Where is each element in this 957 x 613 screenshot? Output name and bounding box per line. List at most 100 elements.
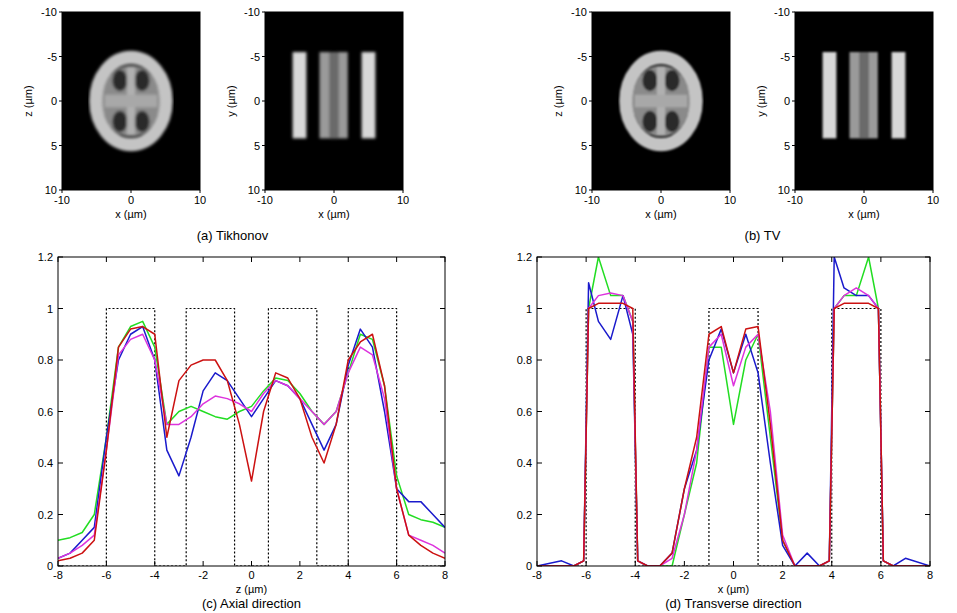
x-tick bbox=[831, 561, 832, 566]
x-tick bbox=[586, 257, 587, 262]
y-tick bbox=[440, 257, 445, 258]
image-background bbox=[592, 12, 730, 190]
y-tick bbox=[440, 463, 445, 464]
bright-band bbox=[105, 95, 157, 107]
x-tick bbox=[299, 257, 300, 262]
ring-interior bbox=[102, 65, 160, 136]
y-tick bbox=[925, 514, 930, 515]
dark-spot bbox=[134, 111, 149, 132]
plot-lines bbox=[537, 257, 930, 566]
plot-background bbox=[58, 257, 445, 566]
y-tick-label: -10 bbox=[571, 6, 587, 18]
x-tick bbox=[733, 257, 734, 262]
x-tick bbox=[348, 561, 349, 566]
series-line bbox=[537, 309, 930, 567]
y-tick-label: 0.4 bbox=[38, 457, 53, 469]
x-tick bbox=[403, 190, 404, 193]
y-tick bbox=[58, 514, 63, 515]
bar bbox=[850, 52, 878, 138]
y-tick-label: -10 bbox=[774, 6, 790, 18]
series-line bbox=[537, 257, 930, 566]
y-tick bbox=[589, 12, 592, 13]
y-tick-label: 10 bbox=[248, 184, 260, 196]
x-tick-label: -2 bbox=[679, 569, 689, 581]
y-tick bbox=[537, 463, 542, 464]
y-tick-label: 10 bbox=[778, 184, 790, 196]
x-tick bbox=[106, 561, 107, 566]
bright-band bbox=[635, 95, 687, 107]
y-tick bbox=[58, 463, 63, 464]
x-tick bbox=[251, 561, 252, 566]
x-tick bbox=[58, 257, 59, 262]
x-tick-label: 10 bbox=[194, 194, 206, 206]
image-content bbox=[626, 57, 696, 144]
x-tick bbox=[154, 561, 155, 566]
x-tick bbox=[131, 190, 132, 193]
y-tick bbox=[792, 56, 795, 57]
y-tick bbox=[58, 411, 63, 412]
x-tick-label: 4 bbox=[829, 569, 835, 581]
bar bbox=[892, 52, 906, 138]
y-tick bbox=[589, 56, 592, 57]
y-tick bbox=[440, 566, 445, 567]
bar bbox=[320, 52, 348, 138]
y-tick bbox=[925, 257, 930, 258]
bar bbox=[362, 52, 376, 138]
x-tick bbox=[203, 257, 204, 262]
x-tick bbox=[203, 561, 204, 566]
x-tick-label: -6 bbox=[581, 569, 591, 581]
y-tick-label: -5 bbox=[780, 51, 790, 63]
bar bbox=[293, 52, 307, 138]
x-axis-title: x (µm) bbox=[318, 208, 349, 220]
y-tick-label: 5 bbox=[254, 140, 260, 152]
y-tick-label: 0 bbox=[254, 95, 260, 107]
y-tick bbox=[925, 411, 930, 412]
y-tick-label: 0.6 bbox=[38, 406, 53, 418]
y-tick-label: 5 bbox=[784, 140, 790, 152]
x-tick-label: -8 bbox=[53, 569, 63, 581]
x-tick bbox=[58, 561, 59, 566]
image-frame bbox=[795, 12, 933, 190]
image-background bbox=[265, 12, 403, 190]
y-tick-label: 0.2 bbox=[38, 509, 53, 521]
x-tick bbox=[684, 561, 685, 566]
y-tick-label: 0 bbox=[581, 95, 587, 107]
x-tick-label: 8 bbox=[927, 569, 933, 581]
y-tick bbox=[58, 257, 63, 258]
ring-interior bbox=[632, 65, 690, 136]
x-tick-label: 2 bbox=[780, 569, 786, 581]
x-tick bbox=[933, 190, 934, 193]
y-tick bbox=[58, 360, 63, 361]
y-tick-label: 1.2 bbox=[38, 251, 53, 263]
image-content bbox=[96, 57, 166, 144]
y-tick bbox=[925, 308, 930, 309]
y-tick-label: -10 bbox=[244, 6, 260, 18]
y-tick-label: 1 bbox=[47, 303, 53, 315]
y-tick-label: 0.2 bbox=[517, 509, 532, 521]
y-tick bbox=[262, 12, 265, 13]
dark-spot bbox=[112, 111, 127, 132]
x-tick bbox=[200, 190, 201, 193]
x-tick bbox=[684, 257, 685, 262]
x-tick-label: 0 bbox=[658, 194, 664, 206]
x-tick bbox=[396, 561, 397, 566]
y-tick-label: 0 bbox=[51, 95, 57, 107]
y-tick-label: -5 bbox=[577, 51, 587, 63]
y-tick bbox=[59, 56, 62, 57]
y-tick bbox=[589, 101, 592, 102]
image-content bbox=[293, 52, 376, 138]
y-tick bbox=[589, 190, 592, 191]
series-line bbox=[537, 303, 930, 566]
y-tick bbox=[440, 360, 445, 361]
bar-core bbox=[329, 52, 339, 138]
y-axis-title: y (µm) bbox=[755, 85, 767, 116]
x-tick-label: 0 bbox=[248, 569, 254, 581]
y-tick bbox=[440, 308, 445, 309]
panel-caption: (d) Transverse direction bbox=[665, 596, 802, 611]
x-tick-label: 0 bbox=[861, 194, 867, 206]
x-tick bbox=[299, 561, 300, 566]
y-tick bbox=[589, 145, 592, 146]
image-frame bbox=[592, 12, 730, 190]
dark-spot bbox=[664, 111, 679, 132]
y-tick bbox=[59, 145, 62, 146]
